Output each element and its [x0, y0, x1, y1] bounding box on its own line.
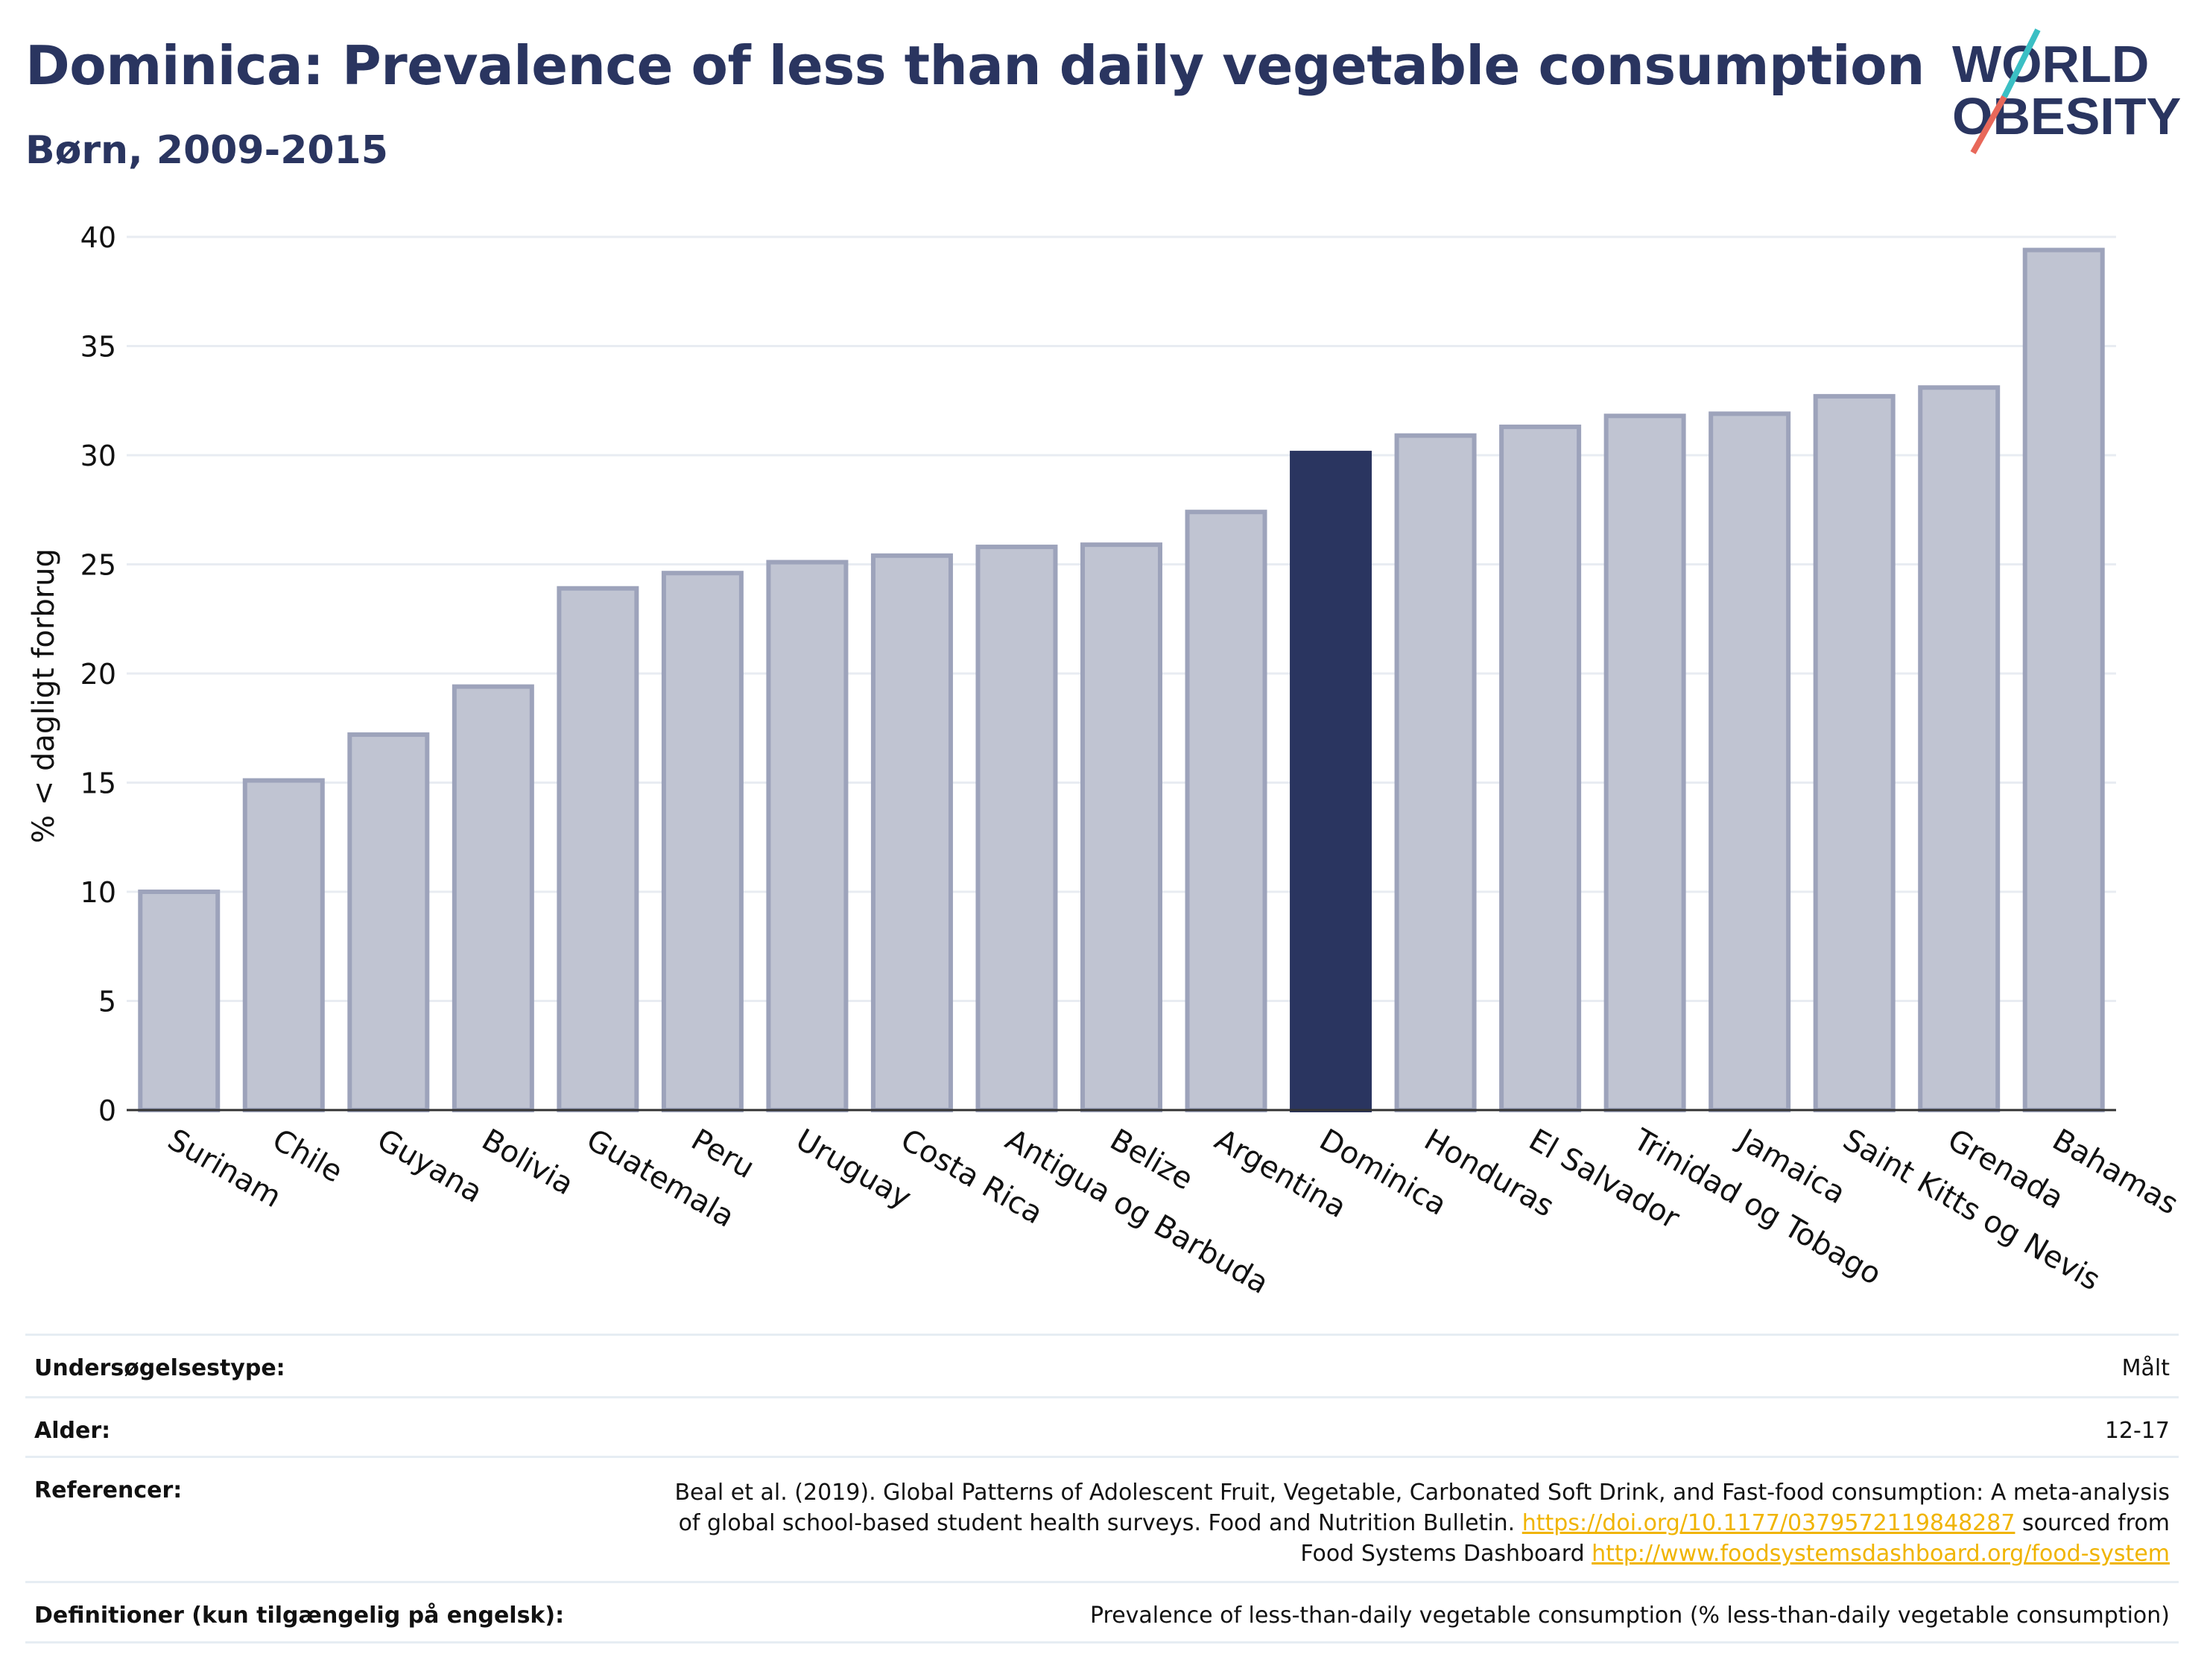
- x-tick-label: Peru: [685, 1123, 760, 1185]
- logo-slash-top: [2001, 28, 2041, 98]
- y-tick-label: 35: [80, 331, 116, 364]
- references-label: Referencer:: [34, 1477, 183, 1503]
- definitions-label: Definitioner (kun tilgængelig på engelsk…: [34, 1603, 565, 1629]
- bar-bolivia: [452, 684, 534, 1112]
- bar-trinidad-og-tobago: [1603, 413, 1686, 1112]
- logo-text-world: WORLD: [1952, 35, 2149, 93]
- reference-text: sourced from: [2015, 1510, 2170, 1536]
- x-tick-label: Surinam: [162, 1123, 287, 1214]
- bar-belize: [1080, 542, 1162, 1112]
- survey-type-label: Undersøgelsestype:: [34, 1355, 285, 1381]
- age-label: Alder:: [34, 1418, 111, 1444]
- y-tick-label: 10: [80, 876, 116, 909]
- bar-peru: [661, 571, 744, 1112]
- bar-surinam: [138, 890, 221, 1112]
- y-axis-ticks: 0 5 10 15 20 25 30 35 40: [80, 221, 116, 1127]
- food-systems-link[interactable]: http://www.foodsystemsdashboard.org/food…: [1592, 1541, 2170, 1567]
- survey-type-value: Målt: [2121, 1355, 2170, 1381]
- x-tick-label: Bolivia: [476, 1123, 580, 1202]
- bar-jamaica: [1709, 411, 1791, 1112]
- bar-antigua-og-barbuda: [975, 545, 1058, 1112]
- reference-line-1: Beal et al. (2019). Global Patterns of A…: [674, 1480, 2170, 1506]
- bar-el-salvador: [1499, 424, 1582, 1112]
- bar-grenada: [1918, 385, 2001, 1112]
- reference-line-3: Food Systems Dashboard http://www.foodsy…: [674, 1538, 2170, 1569]
- age-value: 12-17: [2104, 1418, 2170, 1444]
- y-tick-label: 0: [98, 1094, 116, 1127]
- bar-dominica: [1290, 451, 1372, 1112]
- info-row-definitions: Definitioner (kun tilgængelig på engelsk…: [25, 1581, 2179, 1643]
- y-axis-label: % < dagligt forbrug: [27, 548, 61, 843]
- page-subtitle: Børn, 2009-2015: [25, 128, 388, 173]
- logo-slash-bottom: [1970, 95, 2007, 154]
- bars: [138, 247, 2105, 1113]
- info-row-survey: Undersøgelsestype: Målt: [25, 1334, 2179, 1396]
- page-title: Dominica: Prevalence of less than daily …: [25, 34, 1925, 97]
- reference-text: of global school-based student health su…: [678, 1510, 1522, 1536]
- info-row-references: Referencer: Beal et al. (2019). Global P…: [25, 1456, 2179, 1581]
- y-tick-label: 40: [80, 221, 116, 254]
- bar-honduras: [1394, 433, 1477, 1112]
- bar-chile: [242, 778, 325, 1112]
- x-tick-label: Bahamas: [2047, 1123, 2184, 1222]
- y-tick-label: 30: [80, 440, 116, 472]
- bar-saint-kitts-og-nevis: [1813, 393, 1896, 1112]
- info-row-age: Alder: 12-17: [25, 1396, 2179, 1456]
- reference-text: Food Systems Dashboard: [1300, 1541, 1592, 1567]
- references-value: Beal et al. (2019). Global Patterns of A…: [674, 1477, 2170, 1569]
- y-tick-label: 15: [80, 767, 116, 800]
- x-tick-label: Uruguay: [790, 1123, 916, 1216]
- bar-argentina: [1185, 510, 1267, 1112]
- x-tick-label: Guyana: [371, 1123, 488, 1210]
- y-tick-label: 5: [98, 986, 116, 1018]
- doi-link[interactable]: https://doi.org/10.1177/0379572119848287: [1521, 1510, 2015, 1536]
- definitions-value: Prevalence of less-than-daily vegetable …: [1089, 1603, 2170, 1629]
- bar-costa-rica: [870, 553, 953, 1112]
- bar-guatemala: [557, 586, 639, 1112]
- reference-line-2: of global school-based student health su…: [674, 1508, 2170, 1538]
- bar-guyana: [347, 732, 430, 1112]
- info-table: Undersøgelsestype: Målt Alder: 12-17 Ref…: [25, 1334, 2179, 1643]
- y-tick-label: 20: [80, 658, 116, 691]
- world-obesity-logo: WORLD OBESITY: [1952, 28, 2181, 154]
- y-tick-label: 25: [80, 549, 116, 582]
- bar-bahamas: [2022, 247, 2105, 1113]
- bar-uruguay: [766, 560, 849, 1112]
